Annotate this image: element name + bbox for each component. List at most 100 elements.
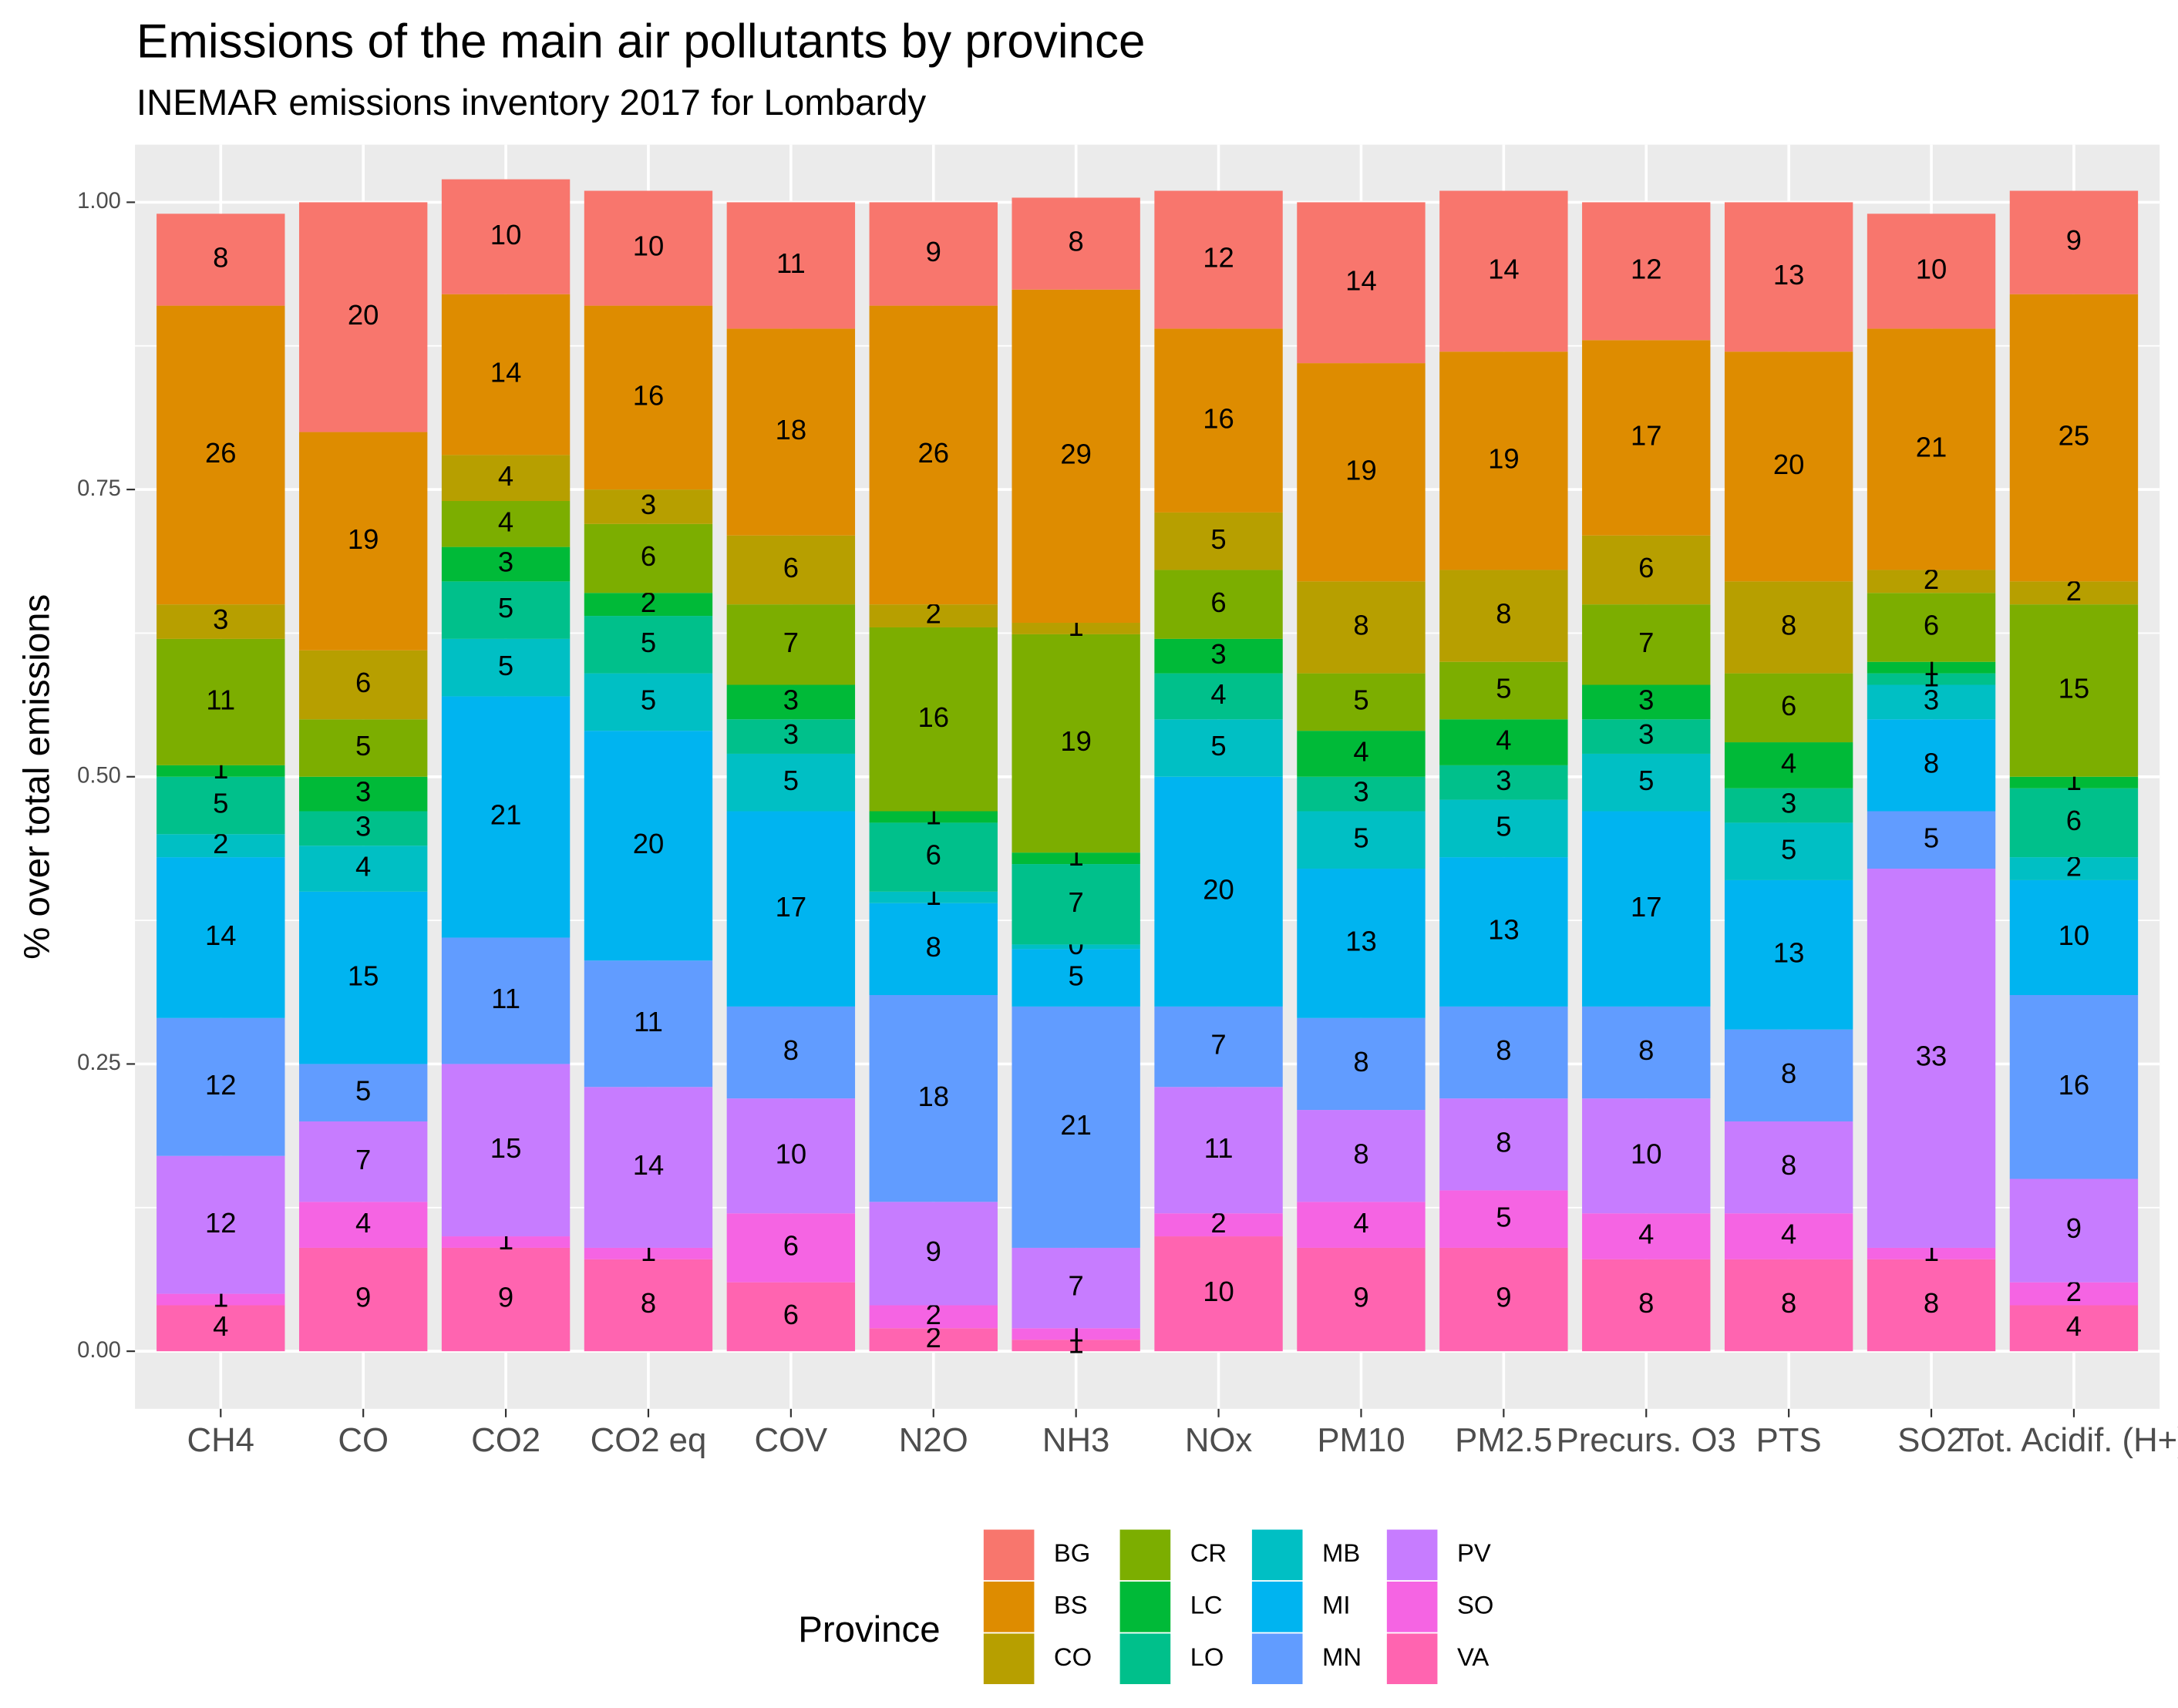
bar-segment [2009,190,2139,294]
data-label: 3 [1638,684,1654,715]
bar-segment [1012,623,1140,634]
bar-segment [1012,944,1140,950]
data-label: 7 [1210,1029,1226,1061]
bar-segment [441,1236,571,1248]
bar-segment [869,995,998,1202]
x-tick-label: N2O [899,1421,968,1459]
x-tick-label: COV [754,1421,827,1459]
data-label: 4 [1210,678,1226,710]
x-tick-label: NH3 [1042,1421,1109,1459]
data-label: 21 [1060,1109,1092,1141]
data-label: 11 [491,983,520,1014]
data-label: 2 [641,587,656,618]
data-label: 5 [783,765,799,796]
legend-label: MB [1322,1538,1360,1567]
legend-title: Province [798,1609,940,1650]
data-label: 4 [1353,1207,1368,1239]
data-label: 7 [783,627,799,658]
bar-segment [1154,328,1283,513]
x-tick-label: CO [338,1421,389,1459]
bar-segment [298,650,428,720]
data-label: 20 [1773,449,1805,480]
data-label: 5 [1353,822,1368,853]
data-label: 10 [1631,1138,1662,1169]
bar-segment [869,1328,998,1352]
data-label: 2 [2066,851,2082,883]
bar-segment [157,1017,285,1156]
data-label: 9 [926,1236,941,1267]
bar-segment [726,535,856,605]
bar-segment [1724,1121,1853,1214]
bar-segment [1582,1098,1711,1214]
legend-label: BG [1054,1538,1090,1567]
data-label: 19 [1060,725,1092,757]
data-label: 20 [1203,873,1234,905]
data-label: 12 [205,1069,237,1101]
bar-segment [726,1213,856,1283]
data-label: 8 [1496,1034,1511,1066]
bar-segment [1724,1213,1853,1259]
bar-segment [1297,363,1426,582]
bar-segment [584,731,713,961]
bar-segment [2009,995,2139,1179]
bar-segment [441,501,571,547]
bar-segment [157,305,285,605]
data-label: 8 [1781,1287,1796,1319]
bar-segment [298,846,428,892]
data-label: 11 [634,1006,663,1037]
bar-segment [726,1282,856,1352]
bar-segment [1439,1098,1568,1191]
data-label: 5 [1924,822,1939,853]
data-label: 26 [917,437,949,469]
data-label: 20 [633,828,665,859]
legend-label: CO [1054,1642,1092,1671]
bar-segment [869,903,998,996]
data-label: 17 [776,891,807,923]
data-label: 15 [2058,673,2090,704]
data-label: 8 [1924,747,1939,778]
data-label: 13 [1345,926,1377,957]
bar-segment [441,581,571,639]
data-label: 6 [355,667,371,698]
bar-segment [1012,197,1140,290]
bar-segment [1154,1006,1283,1088]
bar-segment [298,811,428,846]
data-label: 8 [1353,1138,1368,1169]
data-label: 4 [355,1207,371,1239]
data-label: 4 [1496,725,1511,756]
bar-segment [869,1202,998,1306]
data-label: 7 [1638,627,1654,658]
data-label: 14 [490,357,522,388]
bar-segment [2009,1305,2139,1352]
bar-segment [1297,1017,1426,1111]
data-label: 5 [1496,810,1511,842]
bar-segment [869,202,998,306]
data-label: 8 [1781,1149,1796,1181]
data-label: 16 [917,701,949,733]
bar-segment [1154,673,1283,720]
data-label: 4 [1781,1219,1796,1250]
bar-segment [1012,852,1140,865]
bar-segment [1439,570,1568,662]
data-label: 13 [1773,259,1805,291]
bar-segment [441,455,571,502]
data-label: 9 [1353,1282,1368,1313]
legend-label: SO [1457,1590,1493,1619]
bar-segment [1439,190,1568,352]
data-label: 7 [1069,1270,1084,1302]
data-label: 4 [498,506,513,537]
bar-segment [584,305,713,490]
bar-segment [1867,570,1996,593]
legend-label: CR [1190,1538,1227,1567]
bar-segment [1297,1202,1426,1248]
bar-segment [1724,1259,1853,1352]
data-label: 3 [213,604,228,635]
data-label: 3 [1496,765,1511,796]
bar-segment [1439,1006,1568,1099]
x-tick-label: Precurs. O3 [1557,1421,1736,1459]
data-label: 11 [206,684,235,715]
bar-segment [1297,731,1426,777]
data-label: 16 [2058,1069,2090,1101]
data-label: 4 [1781,747,1796,778]
bar-segment [1582,1213,1711,1259]
